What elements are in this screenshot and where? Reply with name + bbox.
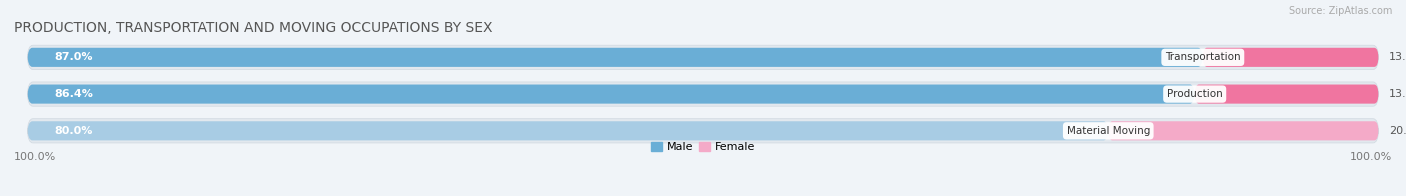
FancyBboxPatch shape bbox=[28, 121, 1108, 140]
Text: Production: Production bbox=[1167, 89, 1223, 99]
FancyBboxPatch shape bbox=[28, 48, 1202, 67]
Text: 100.0%: 100.0% bbox=[1350, 152, 1392, 162]
Text: Transportation: Transportation bbox=[1166, 52, 1240, 62]
Legend: Male, Female: Male, Female bbox=[647, 137, 759, 157]
FancyBboxPatch shape bbox=[28, 82, 1378, 106]
FancyBboxPatch shape bbox=[1202, 48, 1378, 67]
Text: 13.6%: 13.6% bbox=[1389, 89, 1406, 99]
Text: PRODUCTION, TRANSPORTATION AND MOVING OCCUPATIONS BY SEX: PRODUCTION, TRANSPORTATION AND MOVING OC… bbox=[14, 21, 492, 34]
FancyBboxPatch shape bbox=[28, 119, 1378, 143]
FancyBboxPatch shape bbox=[28, 84, 1195, 104]
Text: 86.4%: 86.4% bbox=[55, 89, 93, 99]
Text: 13.0%: 13.0% bbox=[1389, 52, 1406, 62]
Text: Source: ZipAtlas.com: Source: ZipAtlas.com bbox=[1288, 6, 1392, 16]
FancyBboxPatch shape bbox=[1195, 84, 1378, 104]
Text: 87.0%: 87.0% bbox=[55, 52, 93, 62]
FancyBboxPatch shape bbox=[1108, 121, 1378, 140]
Text: 80.0%: 80.0% bbox=[55, 126, 93, 136]
Text: 20.0%: 20.0% bbox=[1389, 126, 1406, 136]
Text: Material Moving: Material Moving bbox=[1067, 126, 1150, 136]
Text: 100.0%: 100.0% bbox=[14, 152, 56, 162]
FancyBboxPatch shape bbox=[28, 45, 1378, 69]
